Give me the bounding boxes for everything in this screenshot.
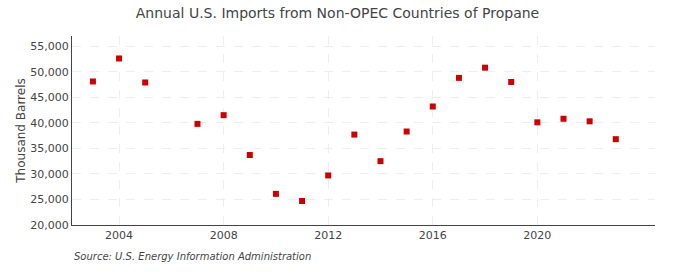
svg-text:45,000: 45,000 [30,91,69,104]
svg-text:20,000: 20,000 [30,219,69,232]
svg-text:2020: 2020 [523,229,551,242]
svg-text:2004: 2004 [105,229,133,242]
svg-text:25,000: 25,000 [30,193,69,206]
svg-text:Source: U.S. Energy Informatio: Source: U.S. Energy Information Administ… [74,251,311,262]
svg-text:2008: 2008 [210,229,238,242]
svg-text:2012: 2012 [314,229,342,242]
svg-text:Annual U.S. Imports from Non-O: Annual U.S. Imports from Non-OPEC Countr… [136,5,539,21]
svg-text:30,000: 30,000 [30,168,69,181]
svg-text:Thousand Barrels: Thousand Barrels [14,78,28,183]
svg-text:50,000: 50,000 [30,66,69,79]
svg-text:2016: 2016 [419,229,447,242]
svg-text:35,000: 35,000 [30,142,69,155]
svg-text:40,000: 40,000 [30,117,69,130]
svg-text:55,000: 55,000 [30,40,69,53]
